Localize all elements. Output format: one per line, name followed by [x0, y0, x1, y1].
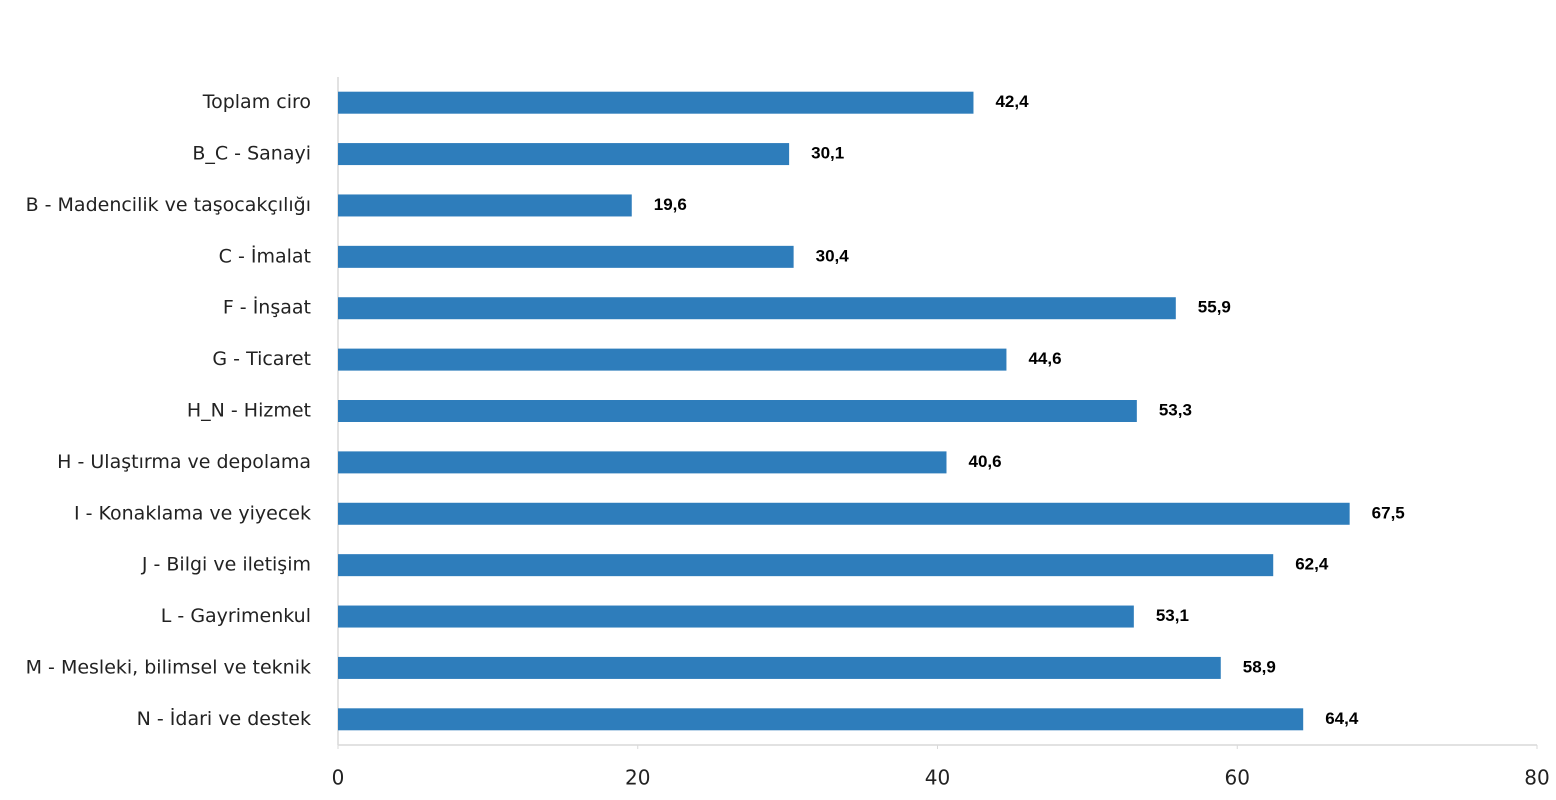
bar: [338, 143, 790, 166]
value-label: 42,4: [995, 92, 1029, 111]
value-label: 58,9: [1243, 657, 1276, 676]
x-tick-label: 0: [332, 766, 345, 790]
value-label: 53,1: [1156, 606, 1189, 625]
bar: [338, 245, 794, 268]
y-tick-label: H_N - Hizmet: [187, 400, 311, 422]
bar: [338, 451, 947, 474]
bar: [338, 348, 1007, 371]
value-label: 44,6: [1028, 349, 1061, 368]
y-tick-label: C - İmalat: [219, 244, 311, 267]
bar: [338, 605, 1134, 628]
value-label: 67,5: [1372, 503, 1405, 522]
y-tick-label: I - Konaklama ve yiyecek: [74, 502, 311, 524]
x-tick-label: 60: [1225, 766, 1250, 790]
x-tick-label: 80: [1524, 766, 1549, 790]
bar: [338, 91, 974, 114]
bar: [338, 656, 1221, 679]
value-label: 62,4: [1295, 555, 1329, 574]
bar: [338, 297, 1176, 320]
y-tick-label: L - Gayrimenkul: [161, 605, 311, 627]
y-tick-label: F - İnşaat: [223, 296, 311, 319]
y-tick-label: M - Mesleki, bilimsel ve teknik: [26, 656, 311, 678]
y-tick-label: J - Bilgi ve iletişim: [141, 554, 311, 576]
y-tick-label: Toplam ciro: [202, 91, 311, 113]
value-label: 55,9: [1198, 298, 1231, 317]
value-label: 30,1: [811, 144, 844, 163]
y-tick-label: H - Ulaştırma ve depolama: [57, 451, 311, 473]
y-tick-label: G - Ticaret: [212, 348, 311, 370]
value-label: 30,4: [816, 246, 850, 265]
bar: [338, 708, 1304, 731]
y-tick-label: N - İdari ve destek: [137, 707, 311, 730]
bar: [338, 194, 632, 217]
x-tick-label: 40: [925, 766, 950, 790]
value-label: 53,3: [1159, 400, 1192, 419]
value-label: 40,6: [968, 452, 1001, 471]
y-tick-label: B - Madencilik ve taşocakçılığı: [26, 194, 311, 216]
bar: [338, 400, 1137, 422]
bar: [338, 502, 1350, 525]
bar: [338, 554, 1274, 577]
value-label: 64,4: [1325, 709, 1359, 728]
value-label: 19,6: [654, 195, 687, 214]
x-tick-label: 20: [625, 766, 650, 790]
y-tick-label: B_C - Sanayi: [192, 143, 311, 165]
